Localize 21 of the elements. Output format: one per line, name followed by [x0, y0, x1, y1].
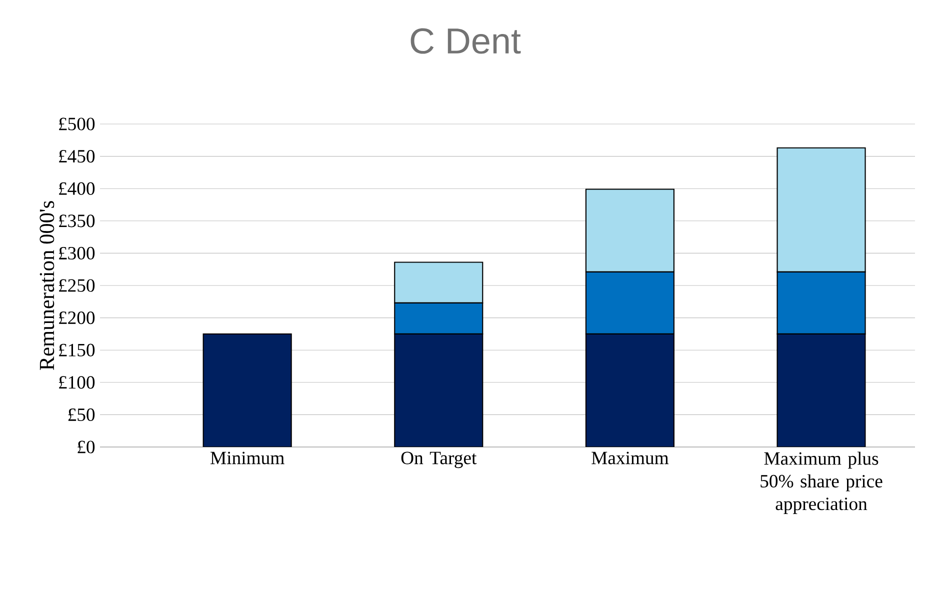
x-tick-label: Maximum plus 50% share price appreciation [760, 452, 882, 514]
bar [202, 333, 292, 447]
y-axis-title: Remuneration 000's [40, 201, 54, 370]
y-tick-label: £150 [59, 344, 95, 356]
y-tick-label: £50 [68, 408, 95, 422]
y-tick-label: £400 [59, 182, 95, 195]
chart-title: C Dent [410, 28, 521, 54]
bar [394, 333, 484, 447]
y-tick-label: £250 [59, 279, 95, 292]
x-tick-label: Minimum [210, 452, 284, 464]
y-tick-label: £300 [59, 246, 95, 260]
bar [585, 333, 674, 447]
y-tick-label: £0 [78, 440, 95, 454]
y-tick-label: £500 [59, 118, 95, 130]
y-tick-label: £450 [59, 150, 95, 163]
y-tick-label: £100 [59, 376, 95, 389]
y-tick-label: £200 [59, 311, 95, 324]
x-tick-label: On Target [401, 452, 477, 468]
bar [776, 333, 866, 447]
x-tick-label: Maximum [592, 452, 669, 464]
y-tick-label: £350 [59, 214, 95, 228]
